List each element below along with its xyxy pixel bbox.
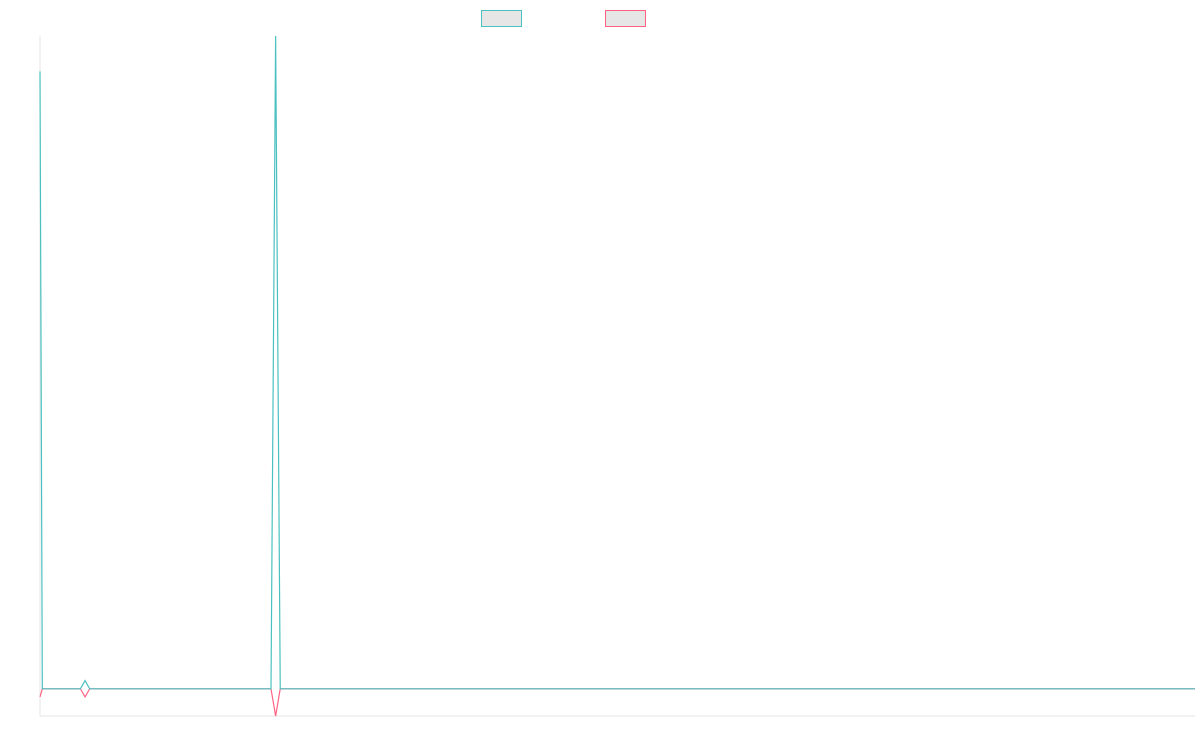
axes <box>39 36 1195 717</box>
plot-area <box>39 35 1195 717</box>
legend <box>481 10 646 27</box>
legend-swatch-series-2[interactable] <box>605 10 646 27</box>
series-line-1 <box>39 35 1195 690</box>
series-line-2 <box>39 688 1195 717</box>
legend-swatch-series-1[interactable] <box>481 10 522 27</box>
